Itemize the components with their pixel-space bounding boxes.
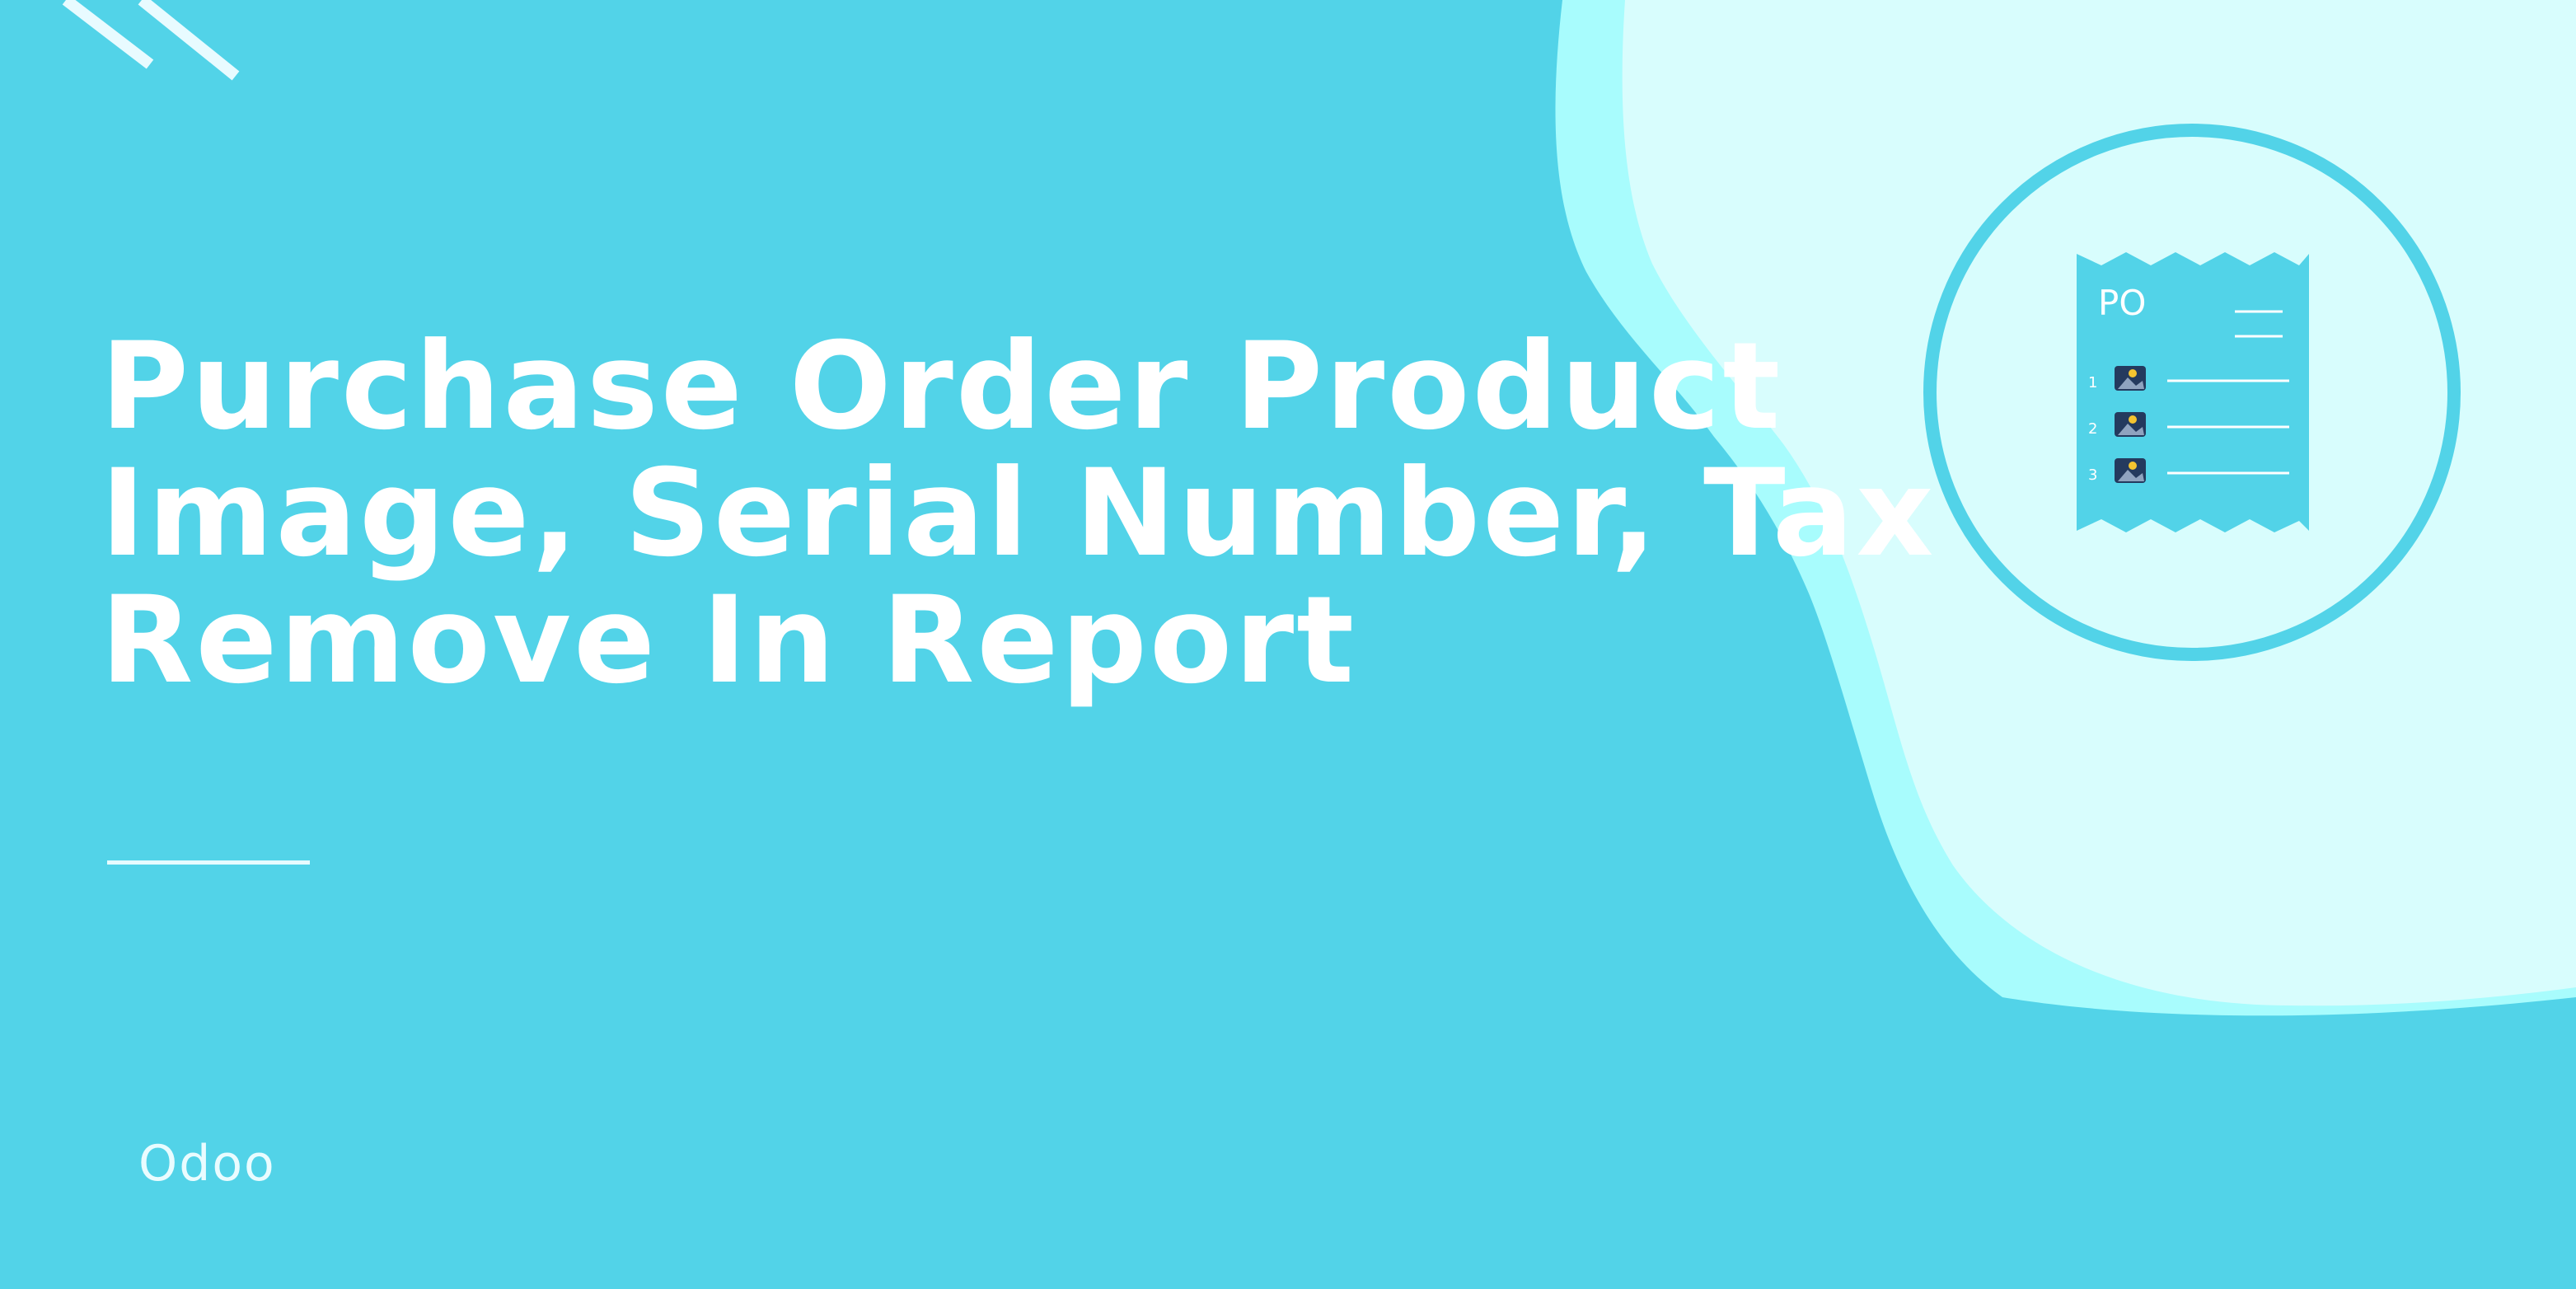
image-icon-1-mountain <box>2118 377 2144 389</box>
row-number-3: 3 <box>2088 466 2097 484</box>
decor-line-1 <box>62 0 154 69</box>
receipt-icon: PO 1 2 3 <box>1923 124 2461 661</box>
title-line-2: Image, Serial Number, Tax <box>101 443 1937 584</box>
image-icon-2-sun <box>2129 415 2137 424</box>
title-underline <box>107 860 310 865</box>
decor-line-2 <box>138 0 240 81</box>
po-label: PO <box>2098 283 2146 323</box>
title-line-1: Purchase Order Product <box>101 316 1783 457</box>
title-line-3: Remove In Report <box>101 570 1357 710</box>
image-icon-1-sun <box>2129 369 2137 377</box>
row-number-1: 1 <box>2088 374 2097 391</box>
image-icon-2-mountain <box>2118 424 2144 435</box>
row-number-2: 2 <box>2088 420 2097 438</box>
image-icon-3-sun <box>2129 462 2137 470</box>
image-icon-3-mountain <box>2118 470 2144 481</box>
page-title: Purchase Order Product Image, Serial Num… <box>101 316 1937 710</box>
brand-name: Odoo <box>138 1135 276 1193</box>
